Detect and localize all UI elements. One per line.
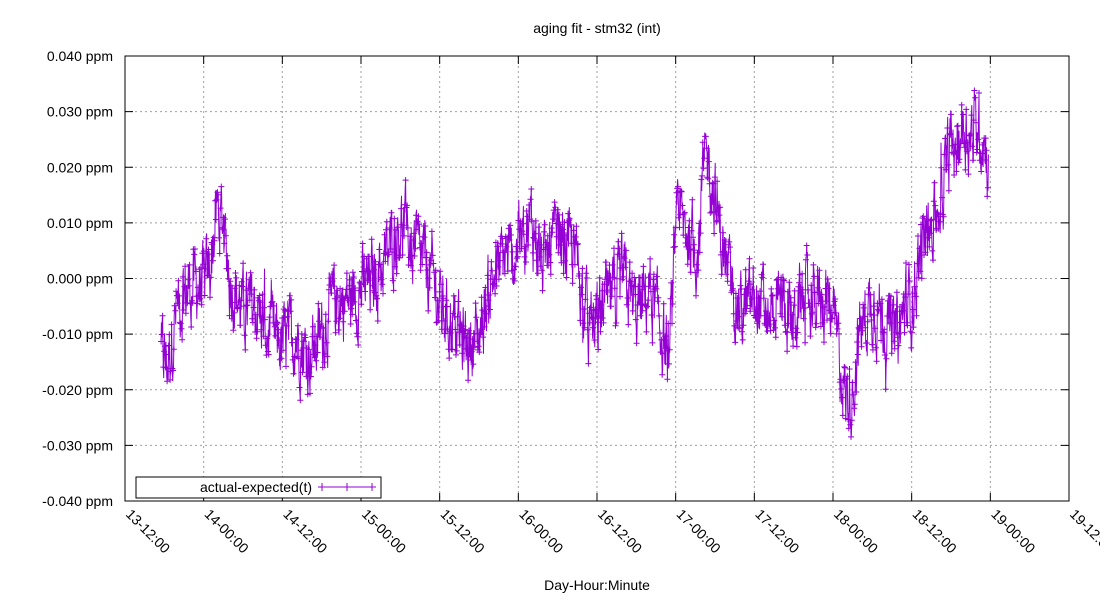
x-tick-label: 14-12:00 — [280, 506, 331, 557]
y-tick-label: 0.030 ppm — [47, 104, 113, 120]
legend-box — [135, 476, 382, 499]
series-point-markers — [158, 87, 991, 440]
legend-point-marker — [343, 483, 351, 491]
legend-point-marker — [318, 483, 326, 491]
axis-ticks — [124, 55, 1070, 502]
x-tick-label: 15-00:00 — [359, 506, 410, 557]
x-tick-label: 17-12:00 — [752, 506, 803, 557]
x-tick-label: 15-12:00 — [438, 506, 489, 557]
x-tick-label: 19-12:00 — [1067, 506, 1100, 557]
legend-point-samples — [318, 483, 376, 491]
x-tick-label: 16-12:00 — [595, 506, 646, 557]
y-tick-label: 0.010 ppm — [47, 215, 113, 231]
x-axis-label: Day-Hour:Minute — [544, 577, 650, 593]
y-tick-label: -0.010 ppm — [42, 326, 113, 342]
y-tick-label: -0.030 ppm — [42, 437, 113, 453]
x-tick-label: 18-00:00 — [831, 506, 882, 557]
y-axis-tick-labels: 0.040 ppm 0.030 ppm 0.020 ppm 0.010 ppm 0.00… — [42, 48, 113, 509]
y-tick-label: 0.020 ppm — [47, 159, 113, 175]
y-tick-label: -0.020 ppm — [42, 382, 113, 398]
legend-label: actual-expected(t) — [200, 479, 312, 495]
legend: actual-expected(t) — [135, 476, 382, 499]
x-tick-label: 18-12:00 — [910, 506, 961, 557]
y-tick-label: 0.040 ppm — [47, 48, 113, 64]
legend-point-marker — [368, 483, 376, 491]
y-tick-label: -0.040 ppm — [42, 493, 113, 509]
x-tick-label: 17-00:00 — [674, 506, 725, 557]
x-tick-label: 19-00:00 — [988, 506, 1039, 557]
chart-title: aging fit - stm32 (int) — [533, 20, 661, 36]
x-axis-tick-labels: 13-12:00 14-00:00 14-12:00 15-00:00 15-12:00… — [123, 506, 1100, 557]
x-tick-label: 14-00:00 — [202, 506, 253, 557]
grid — [125, 56, 1069, 501]
x-tick-label: 13-12:00 — [123, 506, 174, 557]
y-tick-label: 0.000 ppm — [47, 271, 113, 287]
x-tick-label: 16-00:00 — [516, 506, 567, 557]
data-series — [158, 87, 991, 440]
